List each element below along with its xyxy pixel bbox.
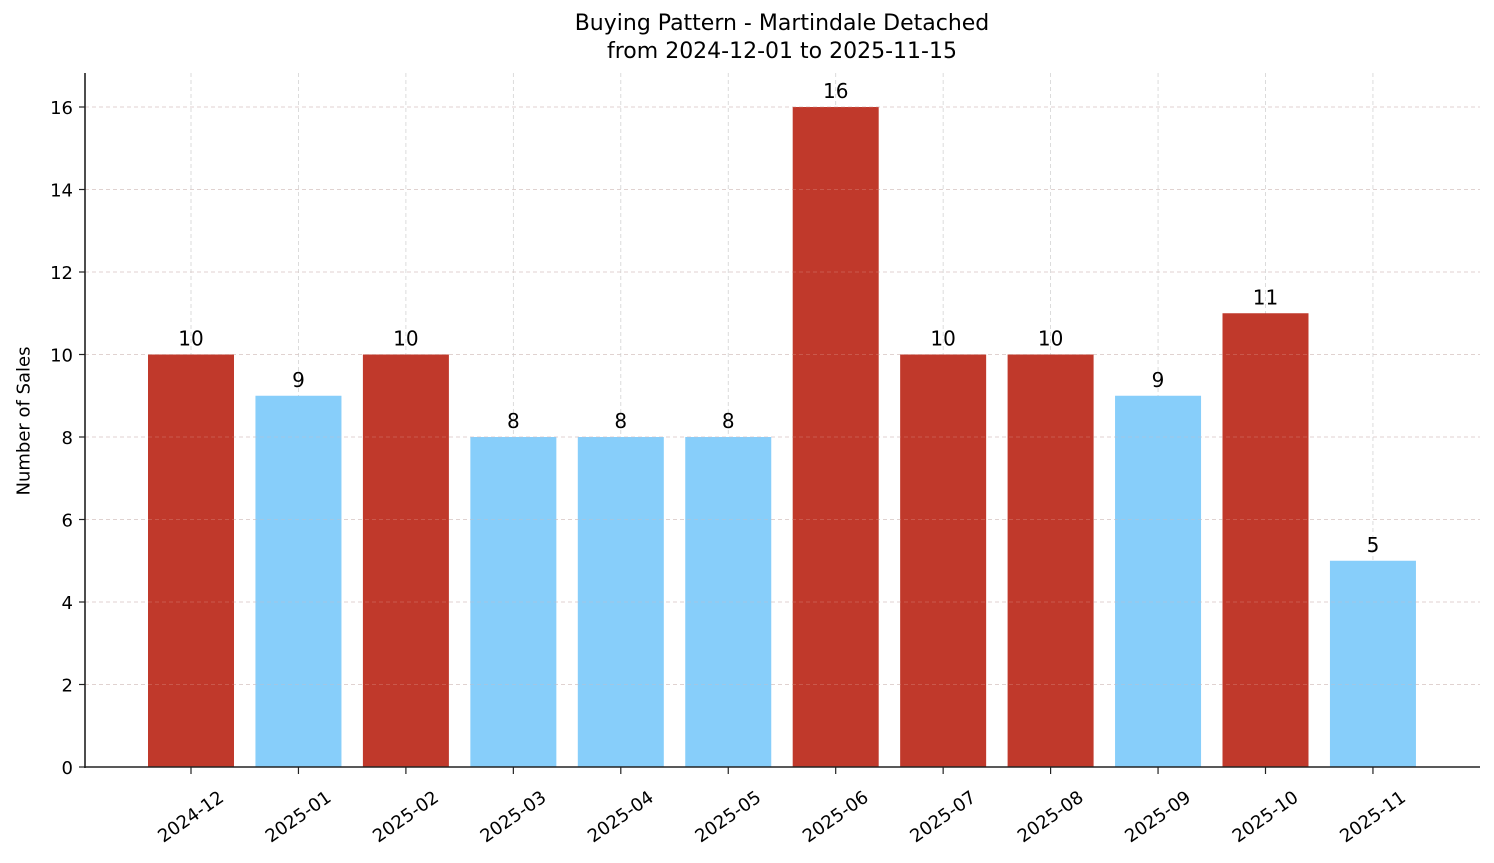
data-label: 9 <box>292 368 305 392</box>
x-tick-label: 2025-02 <box>369 787 443 847</box>
y-tick-label: 0 <box>62 758 73 779</box>
bar-2025-06 <box>792 107 879 767</box>
x-tick-label: 2025-05 <box>691 787 765 847</box>
x-tick-label: 2024-12 <box>154 787 228 847</box>
data-label: 9 <box>1152 368 1165 392</box>
bar-2025-05 <box>685 437 772 767</box>
data-label: 8 <box>614 409 627 433</box>
data-label: 10 <box>178 327 203 351</box>
bar-2024-12 <box>148 354 234 767</box>
data-label: 10 <box>930 327 955 351</box>
bar-2025-01 <box>255 395 342 767</box>
chart-subtitle: from 2024-12-01 to 2025-11-15 <box>607 39 957 64</box>
x-tick-label: 2025-10 <box>1229 787 1303 847</box>
x-tick-label: 2025-06 <box>799 787 873 847</box>
x-tick-label: 2025-03 <box>477 787 551 847</box>
bar-2025-10 <box>1222 313 1309 767</box>
bar-2025-02 <box>362 354 449 767</box>
data-label: 16 <box>823 79 848 103</box>
bar-2025-11 <box>1329 560 1416 767</box>
bar-2025-03 <box>470 437 557 767</box>
y-tick-label: 10 <box>50 346 73 367</box>
bar-2025-07 <box>900 354 987 767</box>
y-tick-label: 8 <box>62 428 73 449</box>
x-tick-label: 2025-11 <box>1336 787 1410 847</box>
x-tick-label: 2025-08 <box>1014 787 1088 847</box>
bar-2025-08 <box>1007 354 1094 767</box>
data-label: 5 <box>1367 533 1380 557</box>
y-tick-label: 14 <box>50 181 73 202</box>
chart-title-main: Buying Pattern - Martindale Detached <box>574 11 990 36</box>
x-tick-label: 2025-07 <box>906 787 980 847</box>
data-label: 8 <box>507 409 520 433</box>
bar-2025-09 <box>1115 395 1202 767</box>
data-label: 8 <box>722 409 735 433</box>
x-tick-label: 2025-01 <box>262 787 336 847</box>
y-tick-label: 4 <box>62 593 73 614</box>
x-tick-label: 2025-04 <box>584 787 658 847</box>
x-tick-label: 2025-09 <box>1121 787 1195 847</box>
y-tick-label: 2 <box>62 676 73 697</box>
data-label: 10 <box>393 327 418 351</box>
data-label: 10 <box>1038 327 1063 351</box>
y-tick-label: 6 <box>62 511 73 532</box>
y-tick-label: 12 <box>50 263 73 284</box>
data-label: 11 <box>1253 285 1278 309</box>
bar-2025-04 <box>577 437 664 767</box>
y-tick-label: 16 <box>50 98 73 119</box>
